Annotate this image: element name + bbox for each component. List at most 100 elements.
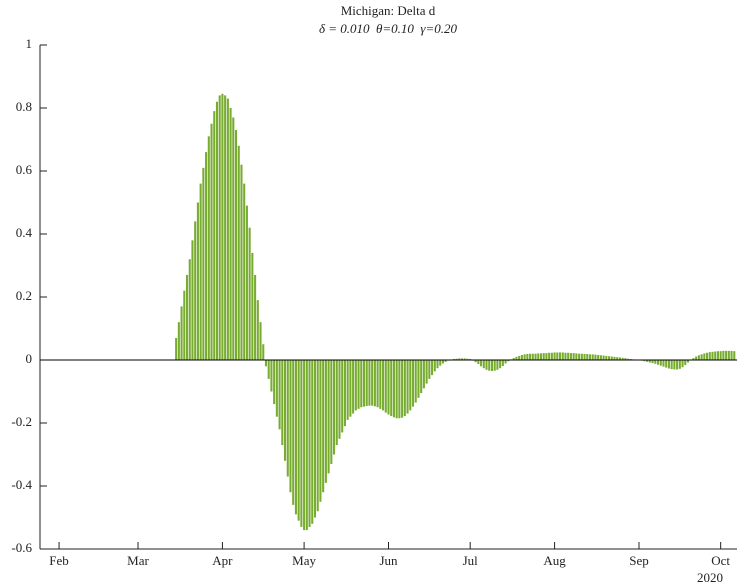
bar: [608, 356, 611, 360]
bar: [218, 95, 221, 361]
bar: [188, 259, 191, 360]
bar: [716, 351, 719, 360]
y-tick-label: 1: [26, 36, 33, 51]
bar: [390, 360, 393, 417]
bar: [254, 274, 257, 360]
bar: [488, 360, 491, 371]
bar: [264, 360, 268, 367]
bar: [526, 354, 529, 360]
bar: [643, 360, 646, 362]
bar: [341, 360, 344, 433]
bar: [237, 145, 240, 360]
bar: [431, 360, 434, 376]
bar: [417, 360, 420, 398]
bar: [545, 353, 548, 360]
bar: [646, 360, 649, 362]
bar: [316, 360, 319, 512]
bar: [444, 360, 447, 362]
bar: [616, 357, 619, 360]
bar: [558, 352, 562, 360]
bar: [191, 240, 194, 360]
bar: [441, 360, 444, 364]
bar: [686, 360, 690, 363]
bar: [411, 360, 415, 407]
bar: [695, 356, 698, 360]
bar: [425, 360, 428, 384]
bar: [382, 360, 385, 411]
bar: [259, 322, 262, 360]
bar: [531, 353, 534, 360]
x-tick-label: Jul: [463, 553, 479, 568]
bar: [496, 360, 499, 370]
y-tick-label: -0.4: [11, 477, 32, 492]
bar: [286, 360, 289, 477]
bar: [422, 360, 425, 389]
bar: [251, 252, 254, 360]
bar: [224, 95, 227, 361]
bar: [618, 357, 621, 360]
bar: [248, 227, 251, 360]
bar: [371, 360, 374, 406]
bar: [373, 360, 376, 407]
bar: [550, 352, 553, 360]
bar: [352, 360, 355, 414]
bar: [480, 360, 483, 367]
bar: [275, 360, 278, 417]
bar: [414, 360, 417, 403]
bar: [335, 360, 338, 446]
bar: [676, 360, 679, 370]
bar: [665, 360, 668, 368]
bar: [305, 360, 308, 531]
bar: [428, 360, 431, 379]
chart-subtitle: δ = 0.010 θ=0.10 γ=0.20: [319, 21, 458, 36]
x-tick-label: Feb: [49, 553, 69, 568]
bar: [657, 360, 660, 365]
bar: [243, 183, 246, 360]
bar: [474, 360, 477, 363]
bar: [360, 360, 363, 408]
bar: [420, 360, 423, 394]
bar: [395, 360, 398, 419]
bar: [368, 360, 371, 406]
bar: [539, 353, 543, 360]
bar: [202, 167, 205, 360]
bar: [564, 352, 567, 360]
bar: [207, 136, 210, 360]
bar: [670, 360, 673, 370]
x-tick-label: May: [292, 553, 316, 568]
bar: [490, 360, 493, 372]
bar: [175, 337, 178, 360]
bar: [466, 358, 469, 360]
bar: [501, 360, 504, 366]
bar: [232, 117, 235, 360]
bar: [692, 358, 695, 360]
bar: [183, 290, 186, 360]
bar: [591, 354, 594, 360]
bar: [330, 360, 333, 464]
bar: [303, 360, 306, 531]
bar: [262, 344, 265, 360]
bar: [273, 360, 276, 405]
bar: [270, 360, 273, 392]
bar: [294, 360, 297, 515]
bar: [210, 123, 213, 360]
bar: [534, 353, 537, 360]
bar: [610, 356, 613, 360]
bar: [196, 202, 199, 360]
bar: [613, 356, 616, 360]
bar: [482, 360, 485, 369]
bar: [711, 351, 714, 360]
bar: [553, 352, 556, 360]
bar: [292, 360, 295, 505]
bar: [267, 360, 270, 379]
bar: [406, 360, 409, 414]
x-tick-label: Aug: [543, 553, 566, 568]
bar: [458, 358, 461, 360]
chart-title: Michigan: Delta d: [341, 3, 436, 18]
bar: [439, 360, 442, 366]
bar: [578, 353, 581, 360]
bar: [654, 360, 657, 364]
bar: [529, 353, 532, 360]
bar: [185, 274, 189, 360]
bar: [256, 300, 259, 360]
